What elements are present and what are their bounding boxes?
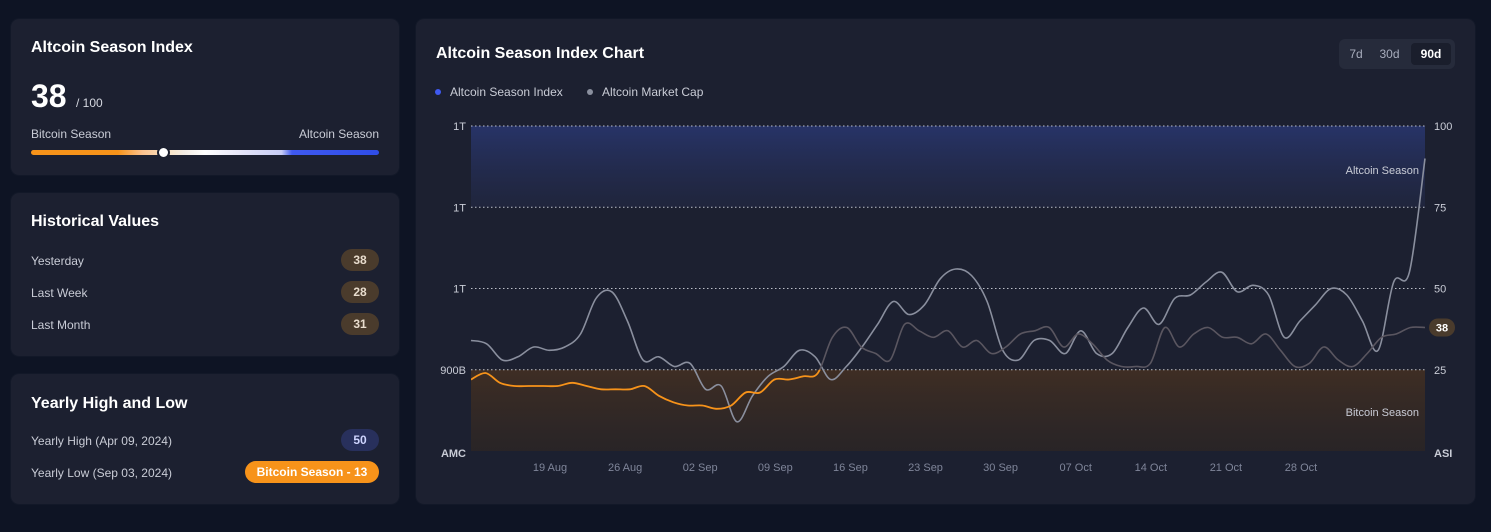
- yesterday-value: 38: [341, 249, 379, 271]
- x-axis-tick: 30 Sep: [983, 462, 1018, 474]
- season-index-chart: Altcoin Season Bitcoin Season 100 1T 75 1T 50 1…: [440, 121, 1455, 474]
- legend-label: Altcoin Season Index: [450, 85, 563, 99]
- timeframe-7d-button[interactable]: 7d: [1349, 47, 1363, 61]
- gauge-indicator: [156, 146, 170, 159]
- right-axis-tick: 25: [1434, 365, 1446, 377]
- altcoin-season-zone: [471, 126, 1425, 208]
- x-axis-tick: 16 Sep: [833, 462, 868, 474]
- x-axis-tick: 23 Sep: [908, 462, 943, 474]
- left-axis-tick: 1T: [453, 284, 466, 296]
- bitcoin-season-zone: [471, 369, 1425, 451]
- yearly-low-label: Yearly Low (Sep 03, 2024): [31, 466, 172, 480]
- altcoin-index-line-bitcoin: [471, 369, 821, 410]
- bitcoin-season-zone-label: Bitcoin Season: [1346, 407, 1419, 419]
- right-axis-tick: 100: [1434, 121, 1452, 133]
- x-axis-tick: 07 Oct: [1059, 462, 1091, 474]
- last-week-value: 28: [341, 281, 379, 303]
- altcoin-season-label: Altcoin Season: [298, 127, 379, 141]
- current-value-badge-text: 38: [1436, 323, 1448, 335]
- historical-title: Historical Values: [31, 213, 160, 230]
- x-axis-tick: 02 Sep: [683, 462, 718, 474]
- last-week-label: Last Week: [31, 286, 88, 300]
- index-value: 38: [31, 78, 67, 114]
- yearly-high-label: Yearly High (Apr 09, 2024): [31, 434, 172, 448]
- legend-altcoin-market-cap[interactable]: Altcoin Market Cap: [587, 85, 703, 99]
- timeframe-selector: 7d 30d 90d: [1339, 39, 1455, 69]
- gray-dot-icon: [587, 89, 593, 95]
- yearly-title: Yearly High and Low: [31, 395, 188, 412]
- last-month-value: 31: [341, 313, 379, 335]
- left-axis-tick: 1T: [453, 121, 466, 133]
- bitcoin-season-label: Bitcoin Season: [31, 127, 112, 141]
- chart-title: Altcoin Season Index Chart: [436, 45, 645, 62]
- yearly-high-value: 50: [341, 429, 379, 451]
- index-value-suffix: / 100: [76, 96, 103, 110]
- x-axis-tick: 19 Aug: [533, 462, 567, 474]
- legend-label: Altcoin Market Cap: [602, 85, 704, 99]
- index-card: Altcoin Season Index 38 / 100 Bitcoin Se…: [11, 19, 399, 175]
- chart-card: Altcoin Season Bitcoin Season 100 1T 75 1T 50 1…: [416, 19, 1475, 504]
- yesterday-label: Yesterday: [31, 254, 84, 268]
- x-axis-tick: 26 Aug: [608, 462, 642, 474]
- x-axis-tick: 21 Oct: [1210, 462, 1242, 474]
- x-axis-tick: 09 Sep: [758, 462, 793, 474]
- yearly-low-value: Bitcoin Season - 13: [245, 461, 379, 483]
- timeframe-30d-button[interactable]: 30d: [1379, 47, 1400, 61]
- right-axis-corner-label: ASI: [1434, 448, 1452, 460]
- legend-altcoin-season-index[interactable]: Altcoin Season Index: [435, 85, 563, 99]
- season-gauge: [31, 146, 379, 159]
- current-value-badge: [1429, 318, 1455, 337]
- left-axis-tick: 1T: [453, 202, 466, 214]
- blue-dot-icon: [435, 89, 441, 95]
- altcoin-index-line-neutral: [818, 322, 1425, 370]
- altcoin-season-zone-label: Altcoin Season: [1346, 165, 1419, 177]
- right-axis-tick: 50: [1434, 284, 1446, 296]
- market-cap-line: [470, 158, 1426, 423]
- yearly-high-low-card: Yearly High and Low Yearly High (Apr 09,…: [11, 374, 399, 504]
- last-month-label: Last Month: [31, 318, 91, 332]
- x-axis-tick: 28 Oct: [1285, 462, 1317, 474]
- historical-values-card: Historical Values Yesterday 38 Last Week…: [11, 193, 399, 356]
- left-axis-corner-label: AMC: [441, 448, 466, 460]
- left-axis-tick: 900B: [440, 365, 466, 377]
- right-axis-tick: 75: [1434, 202, 1446, 214]
- timeframe-90d-button[interactable]: 90d: [1411, 43, 1451, 65]
- index-card-title: Altcoin Season Index: [31, 39, 193, 56]
- x-axis-tick: 14 Oct: [1135, 462, 1167, 474]
